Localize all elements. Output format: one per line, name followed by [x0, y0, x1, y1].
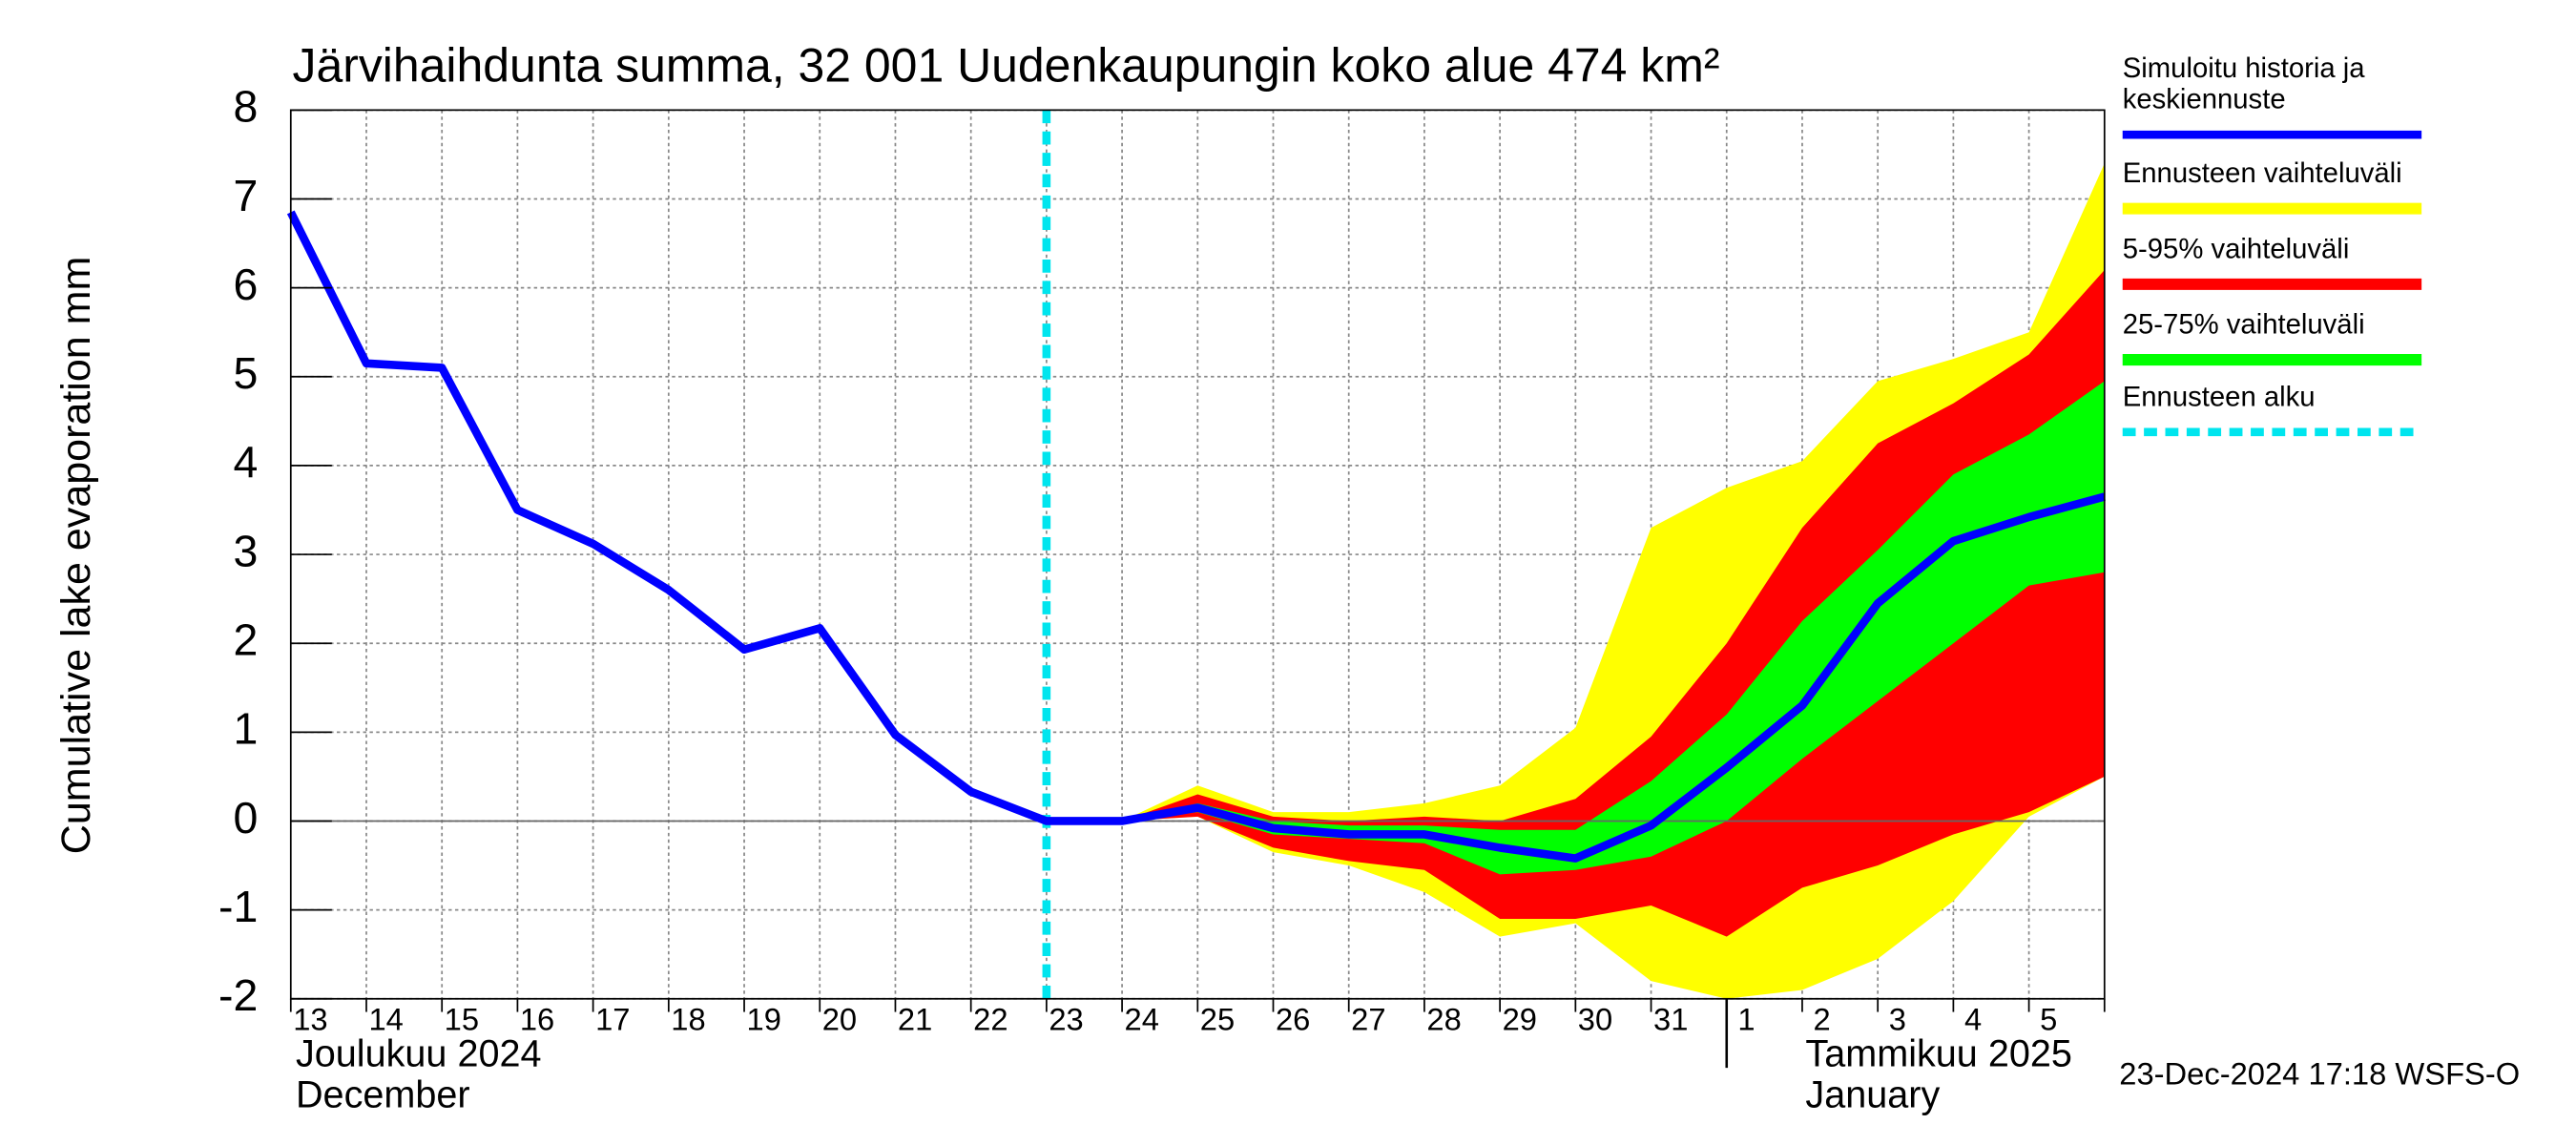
x-tick-label: 14: [368, 1002, 403, 1037]
y-tick-label: 4: [233, 437, 258, 487]
x-tick-label: 24: [1125, 1002, 1159, 1037]
x-tick-label: 23: [1049, 1002, 1083, 1037]
chart-title: Järvihaihdunta summa, 32 001 Uudenkaupun…: [293, 38, 1720, 92]
x-tick-label: 27: [1351, 1002, 1385, 1037]
x-tick-label: 28: [1426, 1002, 1461, 1037]
x-tick-label: 17: [595, 1002, 630, 1037]
legend-label: Simuloitu historia ja keskiennuste: [2122, 52, 2365, 115]
legend-label-box: Simuloitu historia ja keskiennuste: [2122, 52, 2365, 115]
month-label: January: [1805, 1074, 1940, 1116]
month-label: Tammikuu 2025: [1805, 1032, 2072, 1074]
x-tick-label: 19: [747, 1002, 781, 1037]
x-tick-label: 22: [973, 1002, 1008, 1037]
y-tick-label: 8: [233, 82, 258, 132]
x-tick-label: 26: [1276, 1002, 1310, 1037]
month-label: December: [296, 1074, 470, 1116]
x-tick-label: 3: [1889, 1002, 1906, 1037]
band-area: [1046, 381, 2105, 875]
y-tick-label: 6: [233, 260, 258, 309]
x-tick-label: 21: [898, 1002, 932, 1037]
y-tick-label: 0: [233, 793, 258, 843]
legend-label: 25-75% vaihteluväli: [2122, 308, 2365, 341]
y-tick-label: 3: [233, 526, 258, 575]
series-line: [286, 210, 2106, 863]
y-tick-label: 7: [233, 171, 258, 220]
x-tick-label: 25: [1200, 1002, 1235, 1037]
legend-label-box: 5-95% vaihteluväli: [2122, 233, 2350, 265]
x-tick-label: 2: [1814, 1002, 1831, 1037]
legend-label-box: Ennusteen alku: [2122, 381, 2316, 413]
legend-label: 5-95% vaihteluväli: [2122, 233, 2350, 265]
legend-label-box: 25-75% vaihteluväli: [2122, 308, 2365, 341]
x-tick-label: 20: [822, 1002, 857, 1037]
x-tick-label: 1: [1737, 1002, 1755, 1037]
legend-label: Ennusteen alku: [2122, 381, 2316, 413]
y-tick-label: -2: [218, 970, 258, 1020]
x-tick-label: 18: [671, 1002, 705, 1037]
legend-label: Ennusteen vaihteluväli: [2122, 157, 2402, 189]
x-tick-label: 13: [293, 1002, 327, 1037]
x-tick-label: 15: [445, 1002, 479, 1037]
x-tick-label: 5: [2040, 1002, 2057, 1037]
x-tick-label: 30: [1578, 1002, 1612, 1037]
x-tick-label: 31: [1653, 1002, 1688, 1037]
x-tick-label: 16: [520, 1002, 554, 1037]
timestamp: 23-Dec-2024 17:18 WSFS-O: [2119, 1055, 2520, 1091]
band-area: [1046, 270, 2105, 937]
y-tick-label: -1: [218, 882, 258, 931]
y-tick-label: 1: [233, 704, 258, 754]
x-tick-label: 4: [1964, 1002, 1982, 1037]
month-label: Joulukuu 2024: [296, 1032, 542, 1074]
y-tick-label: 2: [233, 614, 258, 664]
legend-label-box: Ennusteen vaihteluväli: [2122, 157, 2402, 189]
x-tick-label: 29: [1503, 1002, 1537, 1037]
y-axis-label: Cumulative lake evaporation mm: [53, 257, 99, 855]
y-tick-label: 5: [233, 348, 258, 398]
